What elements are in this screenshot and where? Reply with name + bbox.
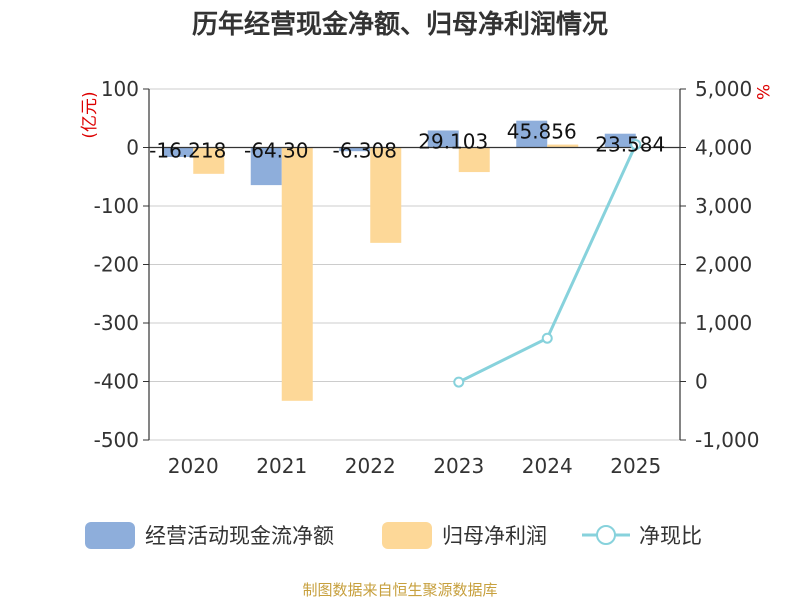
netprofit-bar-2021: [281, 147, 313, 401]
cashflow-data-label: 29.103: [418, 129, 488, 153]
right-axis-unit-label: %: [752, 84, 772, 100]
x-tick-label: 2023: [433, 454, 484, 478]
left-tick-label: -100: [94, 194, 139, 218]
source-note: 制图数据来自恒生聚源数据库: [302, 581, 497, 599]
legend-label: 归母净利润: [442, 524, 547, 548]
legend-swatch: [382, 522, 432, 549]
right-tick-label: 2,000: [695, 253, 752, 277]
cashflow-bar-2024: [516, 120, 548, 148]
x-tick-label: 2025: [610, 454, 661, 478]
axes: 100 0 -100 -200 -300 -400 -500 5,000 4,000 3,000 2…: [94, 77, 760, 478]
legend-label: 净现比: [639, 524, 702, 548]
netprofit-bar-2023: [458, 147, 490, 173]
gridlines: [149, 88, 680, 441]
legend-swatch: [85, 522, 135, 549]
x-tick-label: 2022: [345, 454, 396, 478]
cashflow-data-label: 23.584: [595, 133, 665, 157]
right-tick-label: 0: [695, 370, 708, 394]
bar-marks: [162, 120, 667, 401]
net-cash-ratio-point: [541, 332, 553, 344]
left-tick-label: -300: [94, 311, 139, 335]
right-tick-label: 1,000: [695, 311, 752, 335]
net-cash-ratio-point: [453, 376, 465, 388]
legend-marker: [596, 525, 616, 545]
line-series: [453, 139, 642, 388]
cashflow-data-label: -16.218: [149, 139, 226, 163]
legend: 经营活动现金流净额 归母净利润 净现比: [85, 522, 702, 549]
netprofit-bar-2022: [370, 147, 402, 243]
right-tick-label: 5,000: [695, 77, 752, 101]
cashflow-bar-2022: [339, 147, 371, 152]
x-tick-label: 2021: [256, 454, 307, 478]
net-cash-ratio-point: [630, 139, 642, 151]
right-tick-label: 3,000: [695, 194, 752, 218]
left-tick-label: -200: [94, 253, 139, 277]
cashflow-data-label: -64.30: [244, 139, 308, 163]
left-tick-label: -400: [94, 370, 139, 394]
chart-title: 历年经营现金净额、归母净利润情况: [192, 9, 608, 40]
data-labels: -16.218 -64.30 -6.308 29.103 45.856 23.584: [149, 120, 665, 163]
left-tick-label: 0: [126, 136, 139, 160]
left-tick-label: -500: [94, 428, 139, 452]
cashflow-bar-2023: [427, 130, 459, 148]
netprofit-bar-2024: [547, 144, 579, 148]
left-axis-unit-label: (亿元): [80, 91, 100, 138]
netprofit-bar-2020: [193, 147, 225, 174]
legend-label: 经营活动现金流净额: [145, 524, 334, 548]
x-tick-label: 2020: [168, 454, 219, 478]
cashflow-bar-2021: [250, 147, 282, 186]
net-cash-ratio-line: [458, 143, 638, 384]
cashflow-bar-2020: [162, 147, 194, 157]
right-tick-label: -1,000: [695, 428, 759, 452]
cashflow-bar-2025: [604, 133, 636, 148]
right-tick-label: 4,000: [695, 136, 752, 160]
cashflow-data-label: -6.308: [333, 139, 397, 163]
cashflow-data-label: 45.856: [507, 120, 577, 144]
x-tick-label: 2024: [522, 454, 573, 478]
left-tick-label: 100: [101, 77, 139, 101]
